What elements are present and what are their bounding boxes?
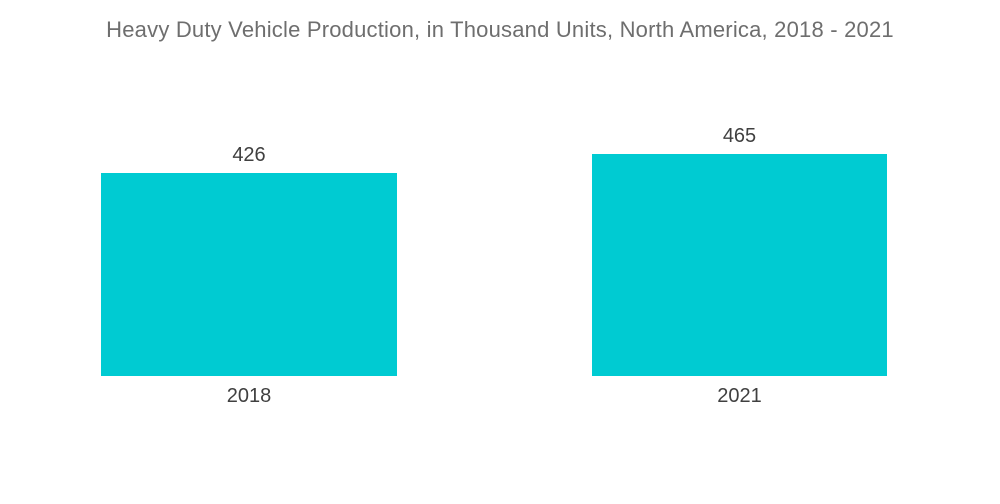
- value-label-2021: 465: [722, 125, 757, 147]
- category-label-2018: 2018: [226, 385, 272, 407]
- bar-group-2018: 426 2018: [101, 0, 397, 504]
- chart-title: Heavy Duty Vehicle Production, in Thousa…: [106, 17, 894, 42]
- category-label-2021: 2021: [717, 385, 762, 407]
- bar-group-2021: 465 2021: [592, 0, 887, 504]
- bar-2021[interactable]: [592, 154, 887, 376]
- value-label-2018: 426: [232, 144, 266, 166]
- bar-2018[interactable]: [101, 173, 397, 376]
